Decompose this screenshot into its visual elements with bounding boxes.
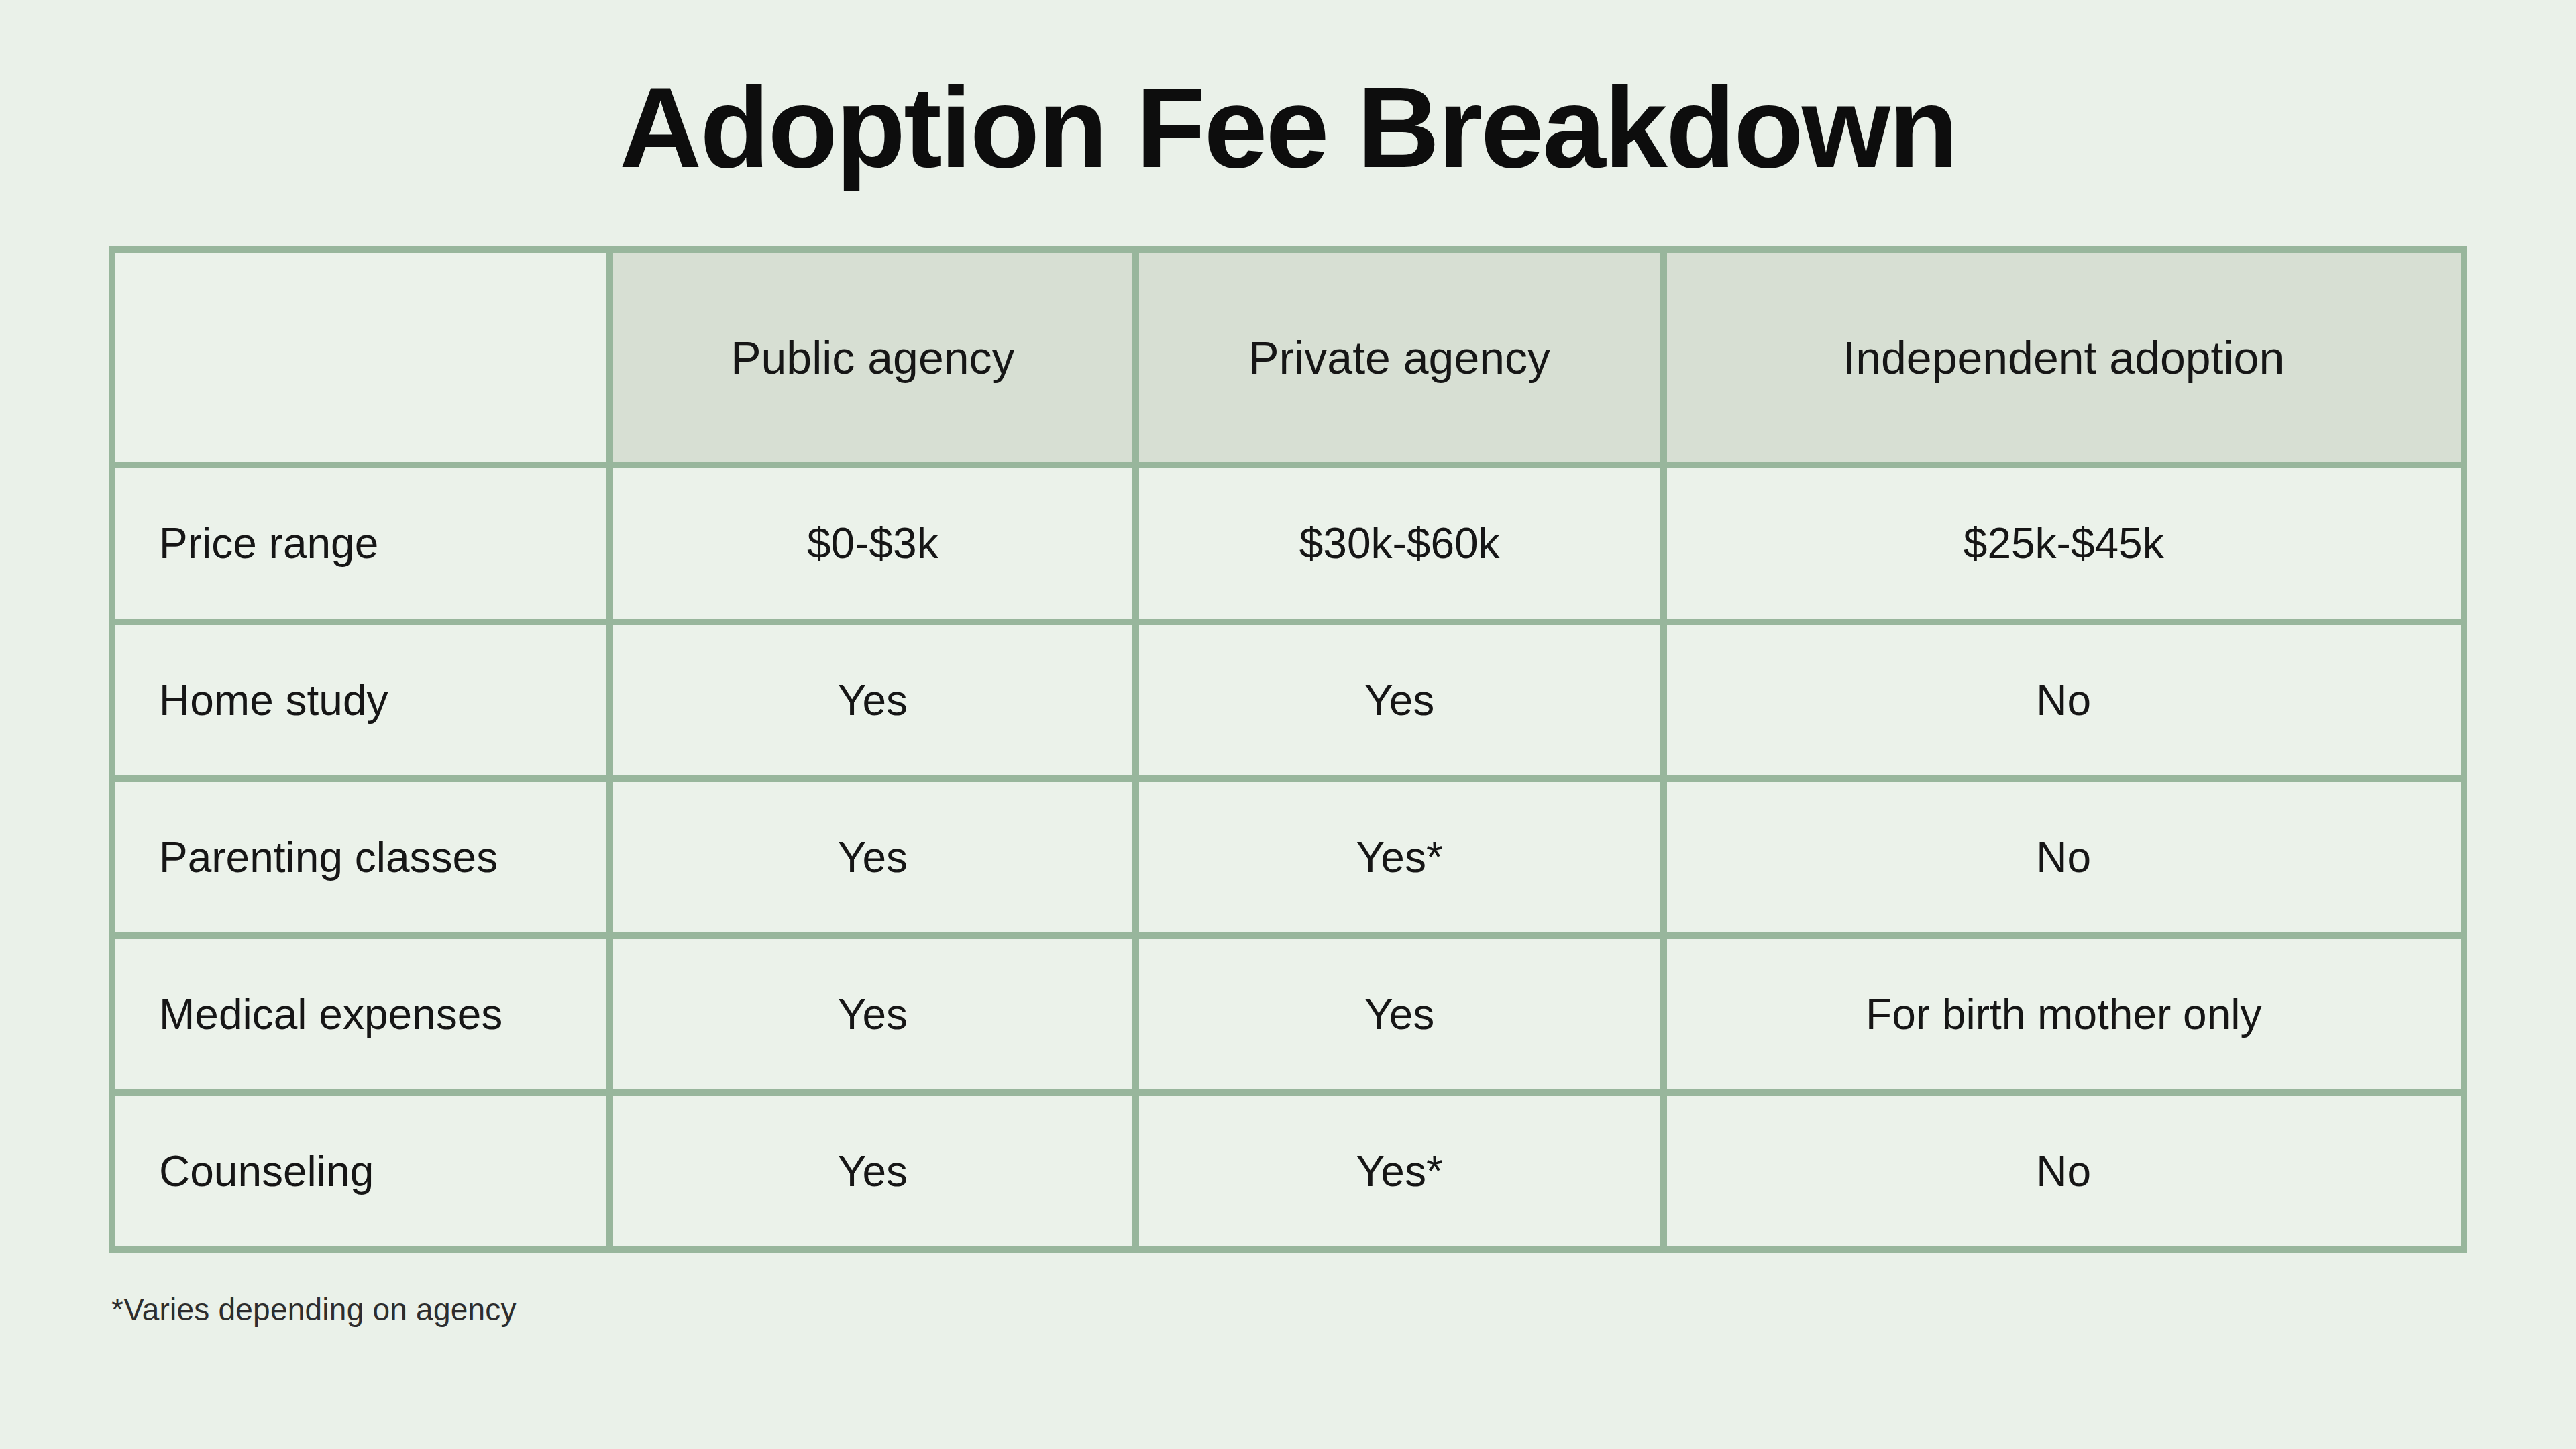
fee-comparison-table: Public agency Private agency Independent… [109, 246, 2467, 1249]
column-header-public-agency: Public agency [610, 250, 1136, 465]
row-label-parenting-classes: Parenting classes [112, 779, 610, 936]
fee-table: Public agency Private agency Independent… [109, 246, 2467, 1253]
row-label-counseling: Counseling [112, 1093, 610, 1250]
cell-home-study-independent: No [1664, 622, 2464, 779]
table-row-medical-expenses: Medical expenses Yes Yes For birth mothe… [112, 936, 2464, 1093]
table-row-price-range: Price range $0-$3k $30k-$60k $25k-$45k [112, 465, 2464, 622]
cell-counseling-independent: No [1664, 1093, 2464, 1250]
cell-medical-expenses-private: Yes [1136, 936, 1664, 1093]
table-row-parenting-classes: Parenting classes Yes Yes* No [112, 779, 2464, 936]
row-label-home-study: Home study [112, 622, 610, 779]
column-header-private-agency: Private agency [1136, 250, 1664, 465]
table-row-home-study: Home study Yes Yes No [112, 622, 2464, 779]
cell-parenting-classes-public: Yes [610, 779, 1136, 936]
cell-home-study-private: Yes [1136, 622, 1664, 779]
corner-cell [112, 250, 610, 465]
row-label-medical-expenses: Medical expenses [112, 936, 610, 1093]
cell-parenting-classes-private: Yes* [1136, 779, 1664, 936]
column-header-independent-adoption: Independent adoption [1664, 250, 2464, 465]
cell-parenting-classes-independent: No [1664, 779, 2464, 936]
infographic-canvas: Adoption Fee Breakdown Public agency Pri… [0, 0, 2576, 1449]
page-title: Adoption Fee Breakdown [0, 70, 2576, 184]
footnote: *Varies depending on agency [111, 1291, 517, 1328]
cell-medical-expenses-independent: For birth mother only [1664, 936, 2464, 1093]
cell-counseling-private: Yes* [1136, 1093, 1664, 1250]
cell-medical-expenses-public: Yes [610, 936, 1136, 1093]
cell-price-range-private: $30k-$60k [1136, 465, 1664, 622]
cell-counseling-public: Yes [610, 1093, 1136, 1250]
cell-price-range-public: $0-$3k [610, 465, 1136, 622]
cell-price-range-independent: $25k-$45k [1664, 465, 2464, 622]
cell-home-study-public: Yes [610, 622, 1136, 779]
table-row-counseling: Counseling Yes Yes* No [112, 1093, 2464, 1250]
table-header-row: Public agency Private agency Independent… [112, 250, 2464, 465]
row-label-price-range: Price range [112, 465, 610, 622]
